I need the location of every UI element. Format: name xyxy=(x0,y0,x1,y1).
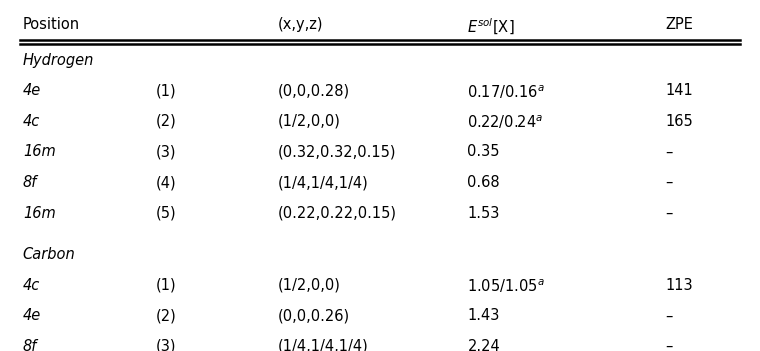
Text: Position: Position xyxy=(23,16,80,32)
Text: Hydrogen: Hydrogen xyxy=(23,53,94,68)
Text: 113: 113 xyxy=(665,278,692,293)
Text: 0.35: 0.35 xyxy=(467,145,500,159)
Text: 1.05/1.05$^{a}$: 1.05/1.05$^{a}$ xyxy=(467,278,545,296)
Text: (4): (4) xyxy=(156,175,176,190)
Text: 8f: 8f xyxy=(23,339,37,351)
Text: (x,y,z): (x,y,z) xyxy=(277,16,323,32)
Text: 16m: 16m xyxy=(23,145,55,159)
Text: Carbon: Carbon xyxy=(23,247,75,262)
Text: (0,0,0.26): (0,0,0.26) xyxy=(277,308,350,323)
Text: 4c: 4c xyxy=(23,278,40,293)
Text: (2): (2) xyxy=(156,308,176,323)
Text: –: – xyxy=(665,175,673,190)
Text: (1): (1) xyxy=(156,83,176,98)
Text: 4c: 4c xyxy=(23,114,40,129)
Text: 0.22/0.24$^{a}$: 0.22/0.24$^{a}$ xyxy=(467,114,543,132)
Text: –: – xyxy=(665,308,673,323)
Text: (3): (3) xyxy=(156,339,176,351)
Text: (1/4,1/4,1/4): (1/4,1/4,1/4) xyxy=(277,175,368,190)
Text: –: – xyxy=(665,145,673,159)
Text: $E^{sol}$[X]: $E^{sol}$[X] xyxy=(467,16,515,37)
Text: 1.53: 1.53 xyxy=(467,206,500,220)
Text: (0.22,0.22,0.15): (0.22,0.22,0.15) xyxy=(277,206,397,220)
Text: 2.24: 2.24 xyxy=(467,339,500,351)
Text: (0.32,0.32,0.15): (0.32,0.32,0.15) xyxy=(277,145,396,159)
Text: –: – xyxy=(665,339,673,351)
Text: (5): (5) xyxy=(156,206,176,220)
Text: 0.68: 0.68 xyxy=(467,175,500,190)
Text: –: – xyxy=(665,206,673,220)
Text: 1.43: 1.43 xyxy=(467,308,500,323)
Text: (1/4,1/4,1/4): (1/4,1/4,1/4) xyxy=(277,339,368,351)
Text: (2): (2) xyxy=(156,114,176,129)
Text: (1/2,0,0): (1/2,0,0) xyxy=(277,114,340,129)
Text: 0.17/0.16$^{a}$: 0.17/0.16$^{a}$ xyxy=(467,83,545,101)
Text: ZPE: ZPE xyxy=(665,16,693,32)
Text: 8f: 8f xyxy=(23,175,37,190)
Text: 4e: 4e xyxy=(23,83,41,98)
Text: (1): (1) xyxy=(156,278,176,293)
Text: 16m: 16m xyxy=(23,206,55,220)
Text: (1/2,0,0): (1/2,0,0) xyxy=(277,278,340,293)
Text: 165: 165 xyxy=(665,114,693,129)
Text: (3): (3) xyxy=(156,145,176,159)
Text: 4e: 4e xyxy=(23,308,41,323)
Text: 141: 141 xyxy=(665,83,693,98)
Text: (0,0,0.28): (0,0,0.28) xyxy=(277,83,350,98)
